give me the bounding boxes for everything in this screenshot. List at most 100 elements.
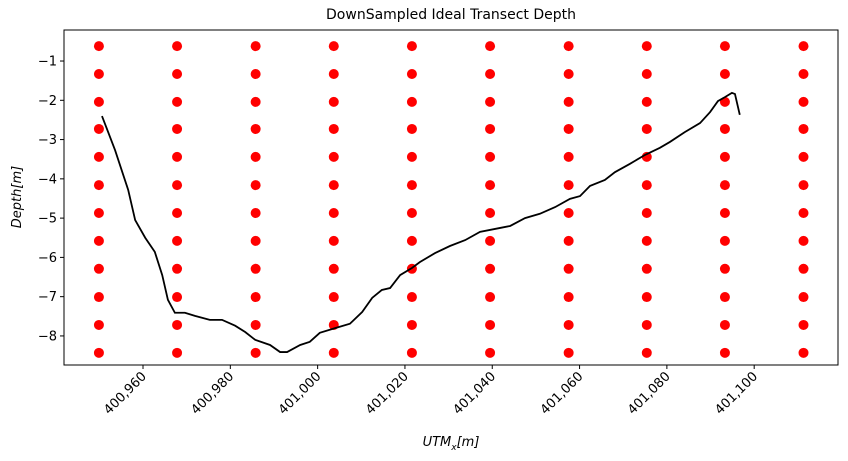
- scatter-point: [485, 292, 496, 303]
- y-tick-label: −5: [38, 212, 57, 227]
- chart-title: DownSampled Ideal Transect Depth: [326, 7, 576, 23]
- scatter-point: [563, 123, 574, 134]
- scatter-point: [172, 208, 183, 219]
- scatter-point: [328, 151, 339, 162]
- scatter-point: [719, 235, 730, 246]
- scatter-point: [641, 123, 652, 134]
- scatter-point: [563, 292, 574, 303]
- scatter-point: [93, 180, 104, 191]
- scatter-point: [172, 151, 183, 162]
- scatter-point: [563, 68, 574, 79]
- scatter-point: [485, 347, 496, 358]
- scatter-point: [485, 123, 496, 134]
- scatter-point: [406, 41, 417, 52]
- scatter-point: [719, 319, 730, 330]
- x-tick-label: 400,960: [101, 369, 150, 418]
- scatter-point: [719, 41, 730, 52]
- x-tick-label: 401,060: [538, 369, 587, 418]
- scatter-point: [485, 319, 496, 330]
- scatter-point: [328, 180, 339, 191]
- scatter-point: [250, 292, 261, 303]
- scatter-point: [172, 180, 183, 191]
- scatter-point: [798, 263, 809, 274]
- scatter-point: [485, 263, 496, 274]
- scatter-point: [406, 347, 417, 358]
- scatter-point: [485, 208, 496, 219]
- scatter-point: [719, 208, 730, 219]
- scatter-point: [172, 292, 183, 303]
- scatter-point: [328, 68, 339, 79]
- y-tick-label: −4: [38, 172, 57, 187]
- y-axis-label: Depth[m]: [10, 166, 25, 228]
- scatter-point: [798, 41, 809, 52]
- scatter-point: [406, 292, 417, 303]
- scatter-point: [93, 319, 104, 330]
- scatter-point: [798, 347, 809, 358]
- scatter-point: [798, 319, 809, 330]
- scatter-point: [172, 123, 183, 134]
- scatter-point: [328, 123, 339, 134]
- scatter-point: [798, 208, 809, 219]
- scatter-point: [406, 123, 417, 134]
- scatter-point: [250, 41, 261, 52]
- scatter-point: [485, 235, 496, 246]
- scatter-point: [641, 180, 652, 191]
- scatter-point: [563, 151, 574, 162]
- scatter-point: [641, 96, 652, 107]
- scatter-point: [798, 235, 809, 246]
- scatter-point: [328, 235, 339, 246]
- scatter-point: [641, 208, 652, 219]
- scatter-point: [406, 235, 417, 246]
- scatter-point: [719, 151, 730, 162]
- scatter-point: [563, 263, 574, 274]
- y-tick-label: −6: [38, 251, 57, 266]
- scatter-point: [328, 292, 339, 303]
- y-tick-label: −8: [38, 329, 57, 344]
- scatter-point: [798, 68, 809, 79]
- scatter-point: [798, 151, 809, 162]
- scatter-point: [172, 263, 183, 274]
- scatter-point: [563, 208, 574, 219]
- scatter-point: [563, 41, 574, 52]
- transect-line: [101, 91, 741, 353]
- scatter-point: [93, 347, 104, 358]
- scatter-point: [563, 235, 574, 246]
- scatter-point: [250, 68, 261, 79]
- scatter-point: [250, 123, 261, 134]
- scatter-point: [406, 96, 417, 107]
- scatter-point: [798, 180, 809, 191]
- scatter-point: [485, 180, 496, 191]
- scatter-point: [719, 263, 730, 274]
- scatter-point: [93, 96, 104, 107]
- scatter-point: [485, 68, 496, 79]
- x-tick-label: 401,040: [450, 369, 499, 418]
- y-tick-label: −7: [38, 290, 57, 305]
- scatter-point: [250, 208, 261, 219]
- scatter-point: [93, 208, 104, 219]
- scatter-point: [485, 96, 496, 107]
- scatter-point: [719, 292, 730, 303]
- y-tick-label: −3: [38, 133, 57, 148]
- scatter-point: [250, 263, 261, 274]
- scatter-point: [641, 68, 652, 79]
- scatter-point: [641, 292, 652, 303]
- scatter-point: [93, 123, 104, 134]
- scatter-point: [250, 319, 261, 330]
- scatter-point: [798, 96, 809, 107]
- scatter-point: [406, 68, 417, 79]
- scatter-point: [172, 235, 183, 246]
- y-tick-label: −1: [38, 55, 57, 70]
- x-tick-label: 401,080: [625, 369, 674, 418]
- scatter-point: [719, 68, 730, 79]
- x-axis-label: UTMx[m]: [423, 435, 480, 453]
- scatter-point: [641, 347, 652, 358]
- scatter-point: [641, 41, 652, 52]
- scatter-point: [328, 96, 339, 107]
- scatter-point: [563, 319, 574, 330]
- scatter-point: [93, 292, 104, 303]
- scatter-point: [172, 68, 183, 79]
- scatter-point: [563, 96, 574, 107]
- scatter-point: [328, 347, 339, 358]
- scatter-point: [250, 235, 261, 246]
- scatter-point: [798, 123, 809, 134]
